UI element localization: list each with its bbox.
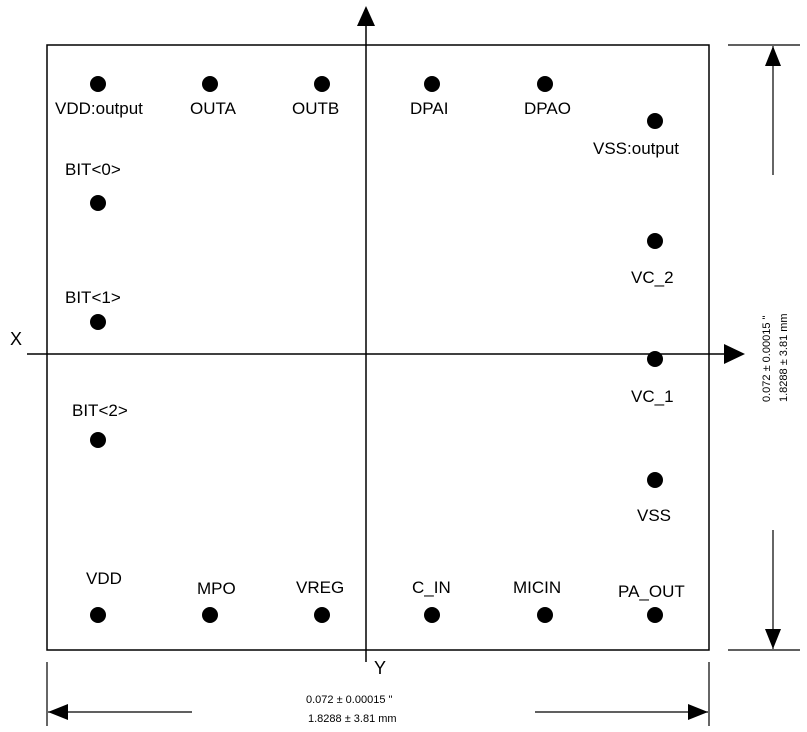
y-axis-label: Y — [374, 658, 386, 678]
width-dimension: 0.072 ± 0.00015 " 1.8288 ± 3.81 mm — [46, 662, 710, 726]
pad-vss-output-label: VSS:output — [593, 139, 679, 158]
pad-vreg-label: VREG — [296, 578, 344, 597]
pad-bit1-label: BIT<1> — [65, 288, 121, 307]
x-axis-label: X — [10, 329, 22, 349]
pad-c-in-dot — [424, 607, 440, 623]
pad-vdd-dot — [90, 607, 106, 623]
pad-vdd-output-dot — [90, 76, 106, 92]
pad-vc1-dot — [647, 351, 663, 367]
pad-pa-out-label: PA_OUT — [618, 582, 685, 601]
pad-mpo-dot — [202, 607, 218, 623]
width-arrowhead-left — [48, 704, 68, 720]
height-arrowhead-top — [765, 46, 781, 66]
height-arrowhead-bottom — [765, 629, 781, 649]
pad-micin-label: MICIN — [513, 578, 561, 597]
pad-vss-dot — [647, 472, 663, 488]
pad-vreg-dot — [314, 607, 330, 623]
pad-vss-label: VSS — [637, 506, 671, 525]
pad-dpai-label: DPAI — [410, 99, 448, 118]
width-arrowhead-right — [688, 704, 708, 720]
pad-vc2-label: VC_2 — [631, 268, 674, 287]
pad-outb-dot — [314, 76, 330, 92]
pad-bit0-dot — [90, 195, 106, 211]
pad-vdd-output-label: VDD:output — [55, 99, 143, 118]
width-inches-text: 0.072 ± 0.00015 " — [306, 694, 392, 706]
x-axis-arrowhead — [724, 344, 745, 364]
pad-vc2-dot — [647, 233, 663, 249]
height-dimension: 0.072 ± 0.00015 " 1.8288 ± 3.81 mm — [728, 44, 800, 651]
pad-vdd-label: VDD — [86, 569, 122, 588]
die-outline — [46, 44, 710, 651]
pads: VDD:output OUTA OUTB DPAI DPAO VSS:outpu… — [55, 76, 685, 623]
pad-bit2-label: BIT<2> — [72, 401, 128, 420]
pad-bit1-dot — [90, 314, 106, 330]
pad-outb-label: OUTB — [292, 99, 339, 118]
pad-c-in-label: C_IN — [412, 578, 451, 597]
pad-dpao-label: DPAO — [524, 99, 571, 118]
width-mm-text: 1.8288 ± 3.81 mm — [308, 713, 397, 725]
pad-dpai-dot — [424, 76, 440, 92]
pad-bit2-dot — [90, 432, 106, 448]
height-mm-text: 1.8288 ± 3.81 mm — [778, 313, 790, 402]
pad-micin-dot — [537, 607, 553, 623]
y-axis-arrowhead — [357, 6, 375, 26]
pad-pa-out-dot — [647, 607, 663, 623]
pad-outa-dot — [202, 76, 218, 92]
height-inches-text: 0.072 ± 0.00015 " — [761, 316, 773, 402]
pad-vc1-label: VC_1 — [631, 387, 674, 406]
pad-vss-output-dot — [647, 113, 663, 129]
pad-bit0-label: BIT<0> — [65, 160, 121, 179]
pad-mpo-label: MPO — [197, 579, 236, 598]
pad-dpao-dot — [537, 76, 553, 92]
pad-outa-label: OUTA — [190, 99, 237, 118]
